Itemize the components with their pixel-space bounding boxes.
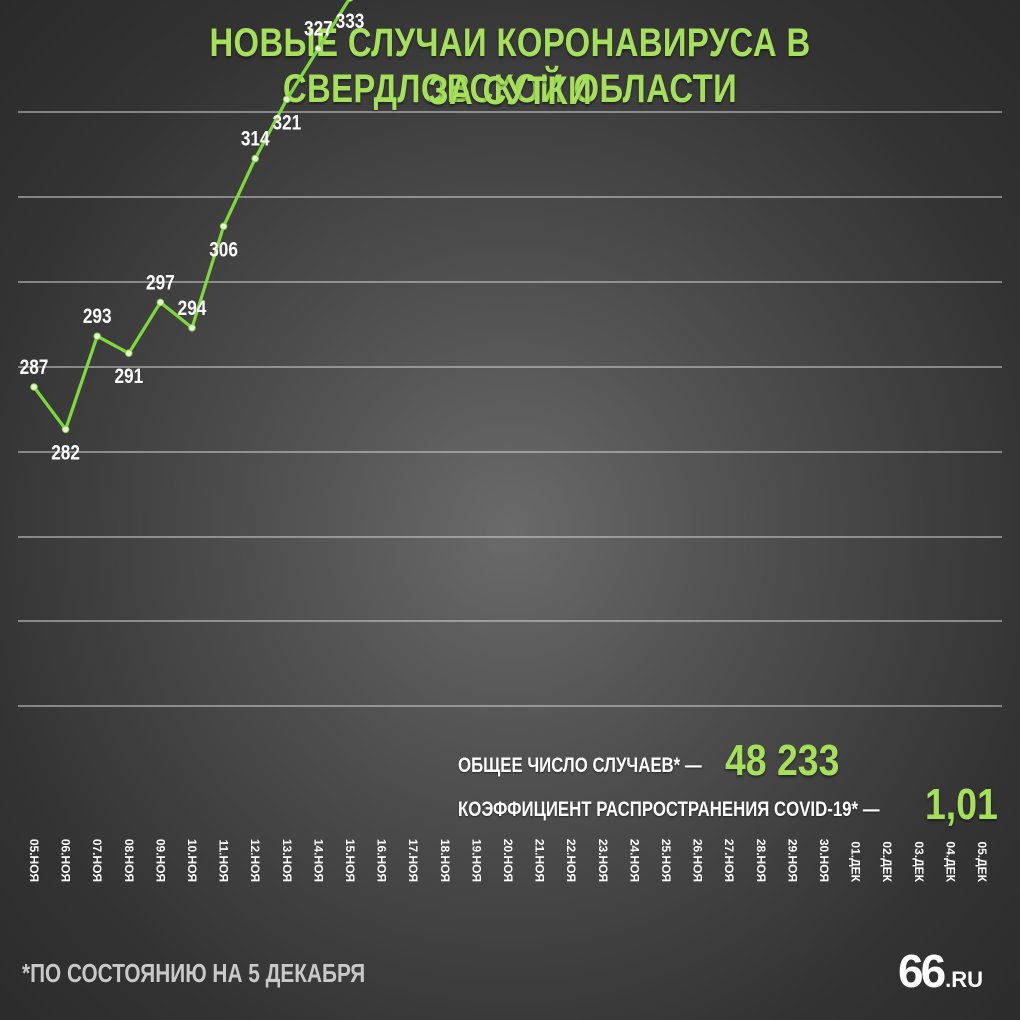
x-tick-label: 05.ДЕК [975,841,989,882]
x-tick-label: 30.НОЯ [817,839,831,882]
value-label: 287 [20,357,49,380]
data-point [283,95,291,104]
x-tick-label: 28.НОЯ [754,839,768,882]
total-cases-label: ОБЩЕЕ ЧИСЛО СЛУЧАЕВ* — [458,754,702,777]
value-label: 293 [83,306,112,329]
x-tick-label: 08.НОЯ [122,839,136,882]
x-tick-label: 16.НОЯ [375,839,389,882]
x-tick-label: 01.ДЕК [849,841,863,882]
total-cases-value: 48 233 [725,736,840,785]
x-tick-label: 10.НОЯ [185,839,199,882]
x-tick-label: 15.НОЯ [343,839,357,882]
x-tick-label: 17.НОЯ [406,839,420,882]
x-tick-label: 13.НОЯ [280,839,294,882]
x-tick-label: 21.НОЯ [533,839,547,882]
footnote: *ПО СОСТОЯНИЮ НА 5 ДЕКАБРЯ [22,958,366,988]
x-tick-label: 27.НОЯ [722,839,736,882]
value-labels: 2872822932912972943063143213273333413493… [20,10,365,465]
data-point [93,332,101,341]
series-line [32,0,351,431]
data-point [156,298,165,307]
x-tick-label: 02.ДЕК [880,841,894,882]
logo-number: 66 [898,945,946,997]
data-points [30,0,354,434]
x-tick-label: 26.НОЯ [691,839,705,882]
logo-domain: .RU [945,967,984,992]
x-tick-label: 11.НОЯ [217,840,231,883]
grid-lines [18,111,1002,707]
66ru-logo: 66.RU [898,944,1008,1000]
value-label: 297 [146,272,175,295]
data-point [61,425,70,434]
r-coefficient-value: 1,01 [925,780,998,829]
x-tick-label: 29.НОЯ [785,839,799,882]
x-tick-label: 03.ДЕК [912,841,926,882]
data-point [314,44,323,53]
x-axis-tick-labels: 05.НОЯ 06.НОЯ 07.НОЯ 08.НОЯ 09.НОЯ 10.НОЯ 11.Н… [27,839,989,883]
x-tick-label: 25.НОЯ [659,839,673,882]
data-point [346,0,354,2]
series-line-group [32,0,351,431]
r-coefficient-label: КОЭФФИЦИЕНТ РАСПРОСТРАНЕНИЯ COVID-19* — [458,798,880,821]
data-point [30,383,38,391]
data-point [188,323,196,332]
data-point [125,349,133,357]
value-label: 291 [114,366,143,389]
value-label: 327 [304,18,333,41]
value-label: 333 [336,10,365,33]
data-point [219,222,228,231]
x-tick-label: 05.НОЯ [27,839,41,882]
x-tick-label: 12.НОЯ [248,839,262,882]
x-tick-label: 06.НОЯ [59,839,73,882]
x-tick-label: 22.НОЯ [564,839,578,882]
x-tick-label: 04.ДЕК [943,841,957,882]
chart-title-line-1: НОВЫЕ СЛУЧАИ КОРОНАВИРУСА В СВЕРДЛОВСКОЙ… [209,21,811,111]
value-label: 314 [241,128,270,151]
chart-title-line-2: ЗА СУТКИ [428,69,592,113]
value-label: 306 [209,239,238,262]
x-tick-label: 19.НОЯ [469,839,483,882]
data-point [251,154,259,163]
x-tick-label: 09.НОЯ [153,839,167,882]
x-tick-label: 07.НОЯ [90,839,104,882]
x-tick-label: 24.НОЯ [627,839,641,882]
x-tick-label: 20.НОЯ [501,839,515,882]
x-tick-label: 18.НОЯ [438,839,452,882]
value-label: 282 [51,442,80,465]
value-label: 294 [178,297,207,320]
value-label: 321 [272,112,301,135]
x-tick-label: 14.НОЯ [311,839,325,882]
x-tick-label: 23.НОЯ [596,839,610,882]
